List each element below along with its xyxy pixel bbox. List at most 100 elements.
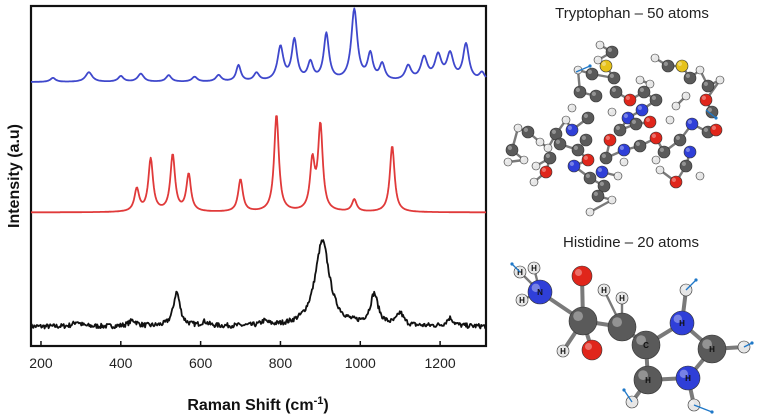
atom-highlight — [551, 129, 557, 134]
atom-highlight — [587, 209, 590, 213]
nitrogen-atom — [683, 145, 697, 159]
nitrogen-atom — [567, 159, 581, 173]
atom-highlight — [515, 125, 518, 128]
carbon-atom — [571, 143, 585, 157]
carbon-atom — [633, 365, 663, 395]
atom-highlight — [689, 400, 695, 405]
hydrogen-atom — [543, 143, 553, 153]
plot-frame — [29, 4, 488, 348]
hydrogen-atom — [595, 40, 605, 50]
carbon-atom — [705, 105, 719, 119]
oxygen-atom — [699, 93, 713, 107]
atom-label: H — [679, 319, 685, 328]
carbon-atom — [701, 79, 715, 93]
sulfur-atom — [675, 59, 689, 73]
vector-arrowhead — [714, 116, 718, 120]
x-tick-label: 1200 — [425, 355, 456, 371]
atom-label: H — [519, 296, 525, 305]
nitrogen-atom — [527, 279, 553, 305]
atom-highlight — [607, 47, 613, 53]
atom-highlight — [657, 167, 660, 171]
hydrogen-atom — [519, 155, 529, 165]
nitrogen-atom — [675, 365, 701, 391]
carbon-atom — [633, 139, 647, 153]
hydrogen-atom — [695, 65, 705, 75]
atom-highlight — [711, 125, 717, 130]
vibration-vector — [511, 263, 521, 273]
carbon-atom — [583, 171, 597, 185]
atom-highlight — [617, 293, 623, 298]
hydrogen-atom — [645, 79, 655, 89]
carbon-atom — [679, 159, 693, 173]
carbon-atom — [607, 71, 621, 85]
carbon-atom — [553, 137, 567, 151]
vibration-vector — [705, 109, 717, 119]
atom-highlight — [663, 61, 669, 66]
atom-highlight — [537, 139, 540, 143]
hydrogen-atom — [613, 171, 623, 181]
atom-highlight — [673, 103, 676, 106]
atom-highlight — [505, 159, 508, 163]
carbon-atom — [591, 189, 605, 203]
vibration-vector — [575, 65, 591, 73]
atom-highlight — [679, 369, 688, 378]
atom-highlight — [703, 127, 709, 132]
atom-highlight — [599, 285, 605, 290]
hydrogen-atom — [635, 75, 645, 85]
hydrogen-atom — [597, 283, 611, 297]
carbon-atom — [661, 59, 675, 73]
oxygen-atom — [539, 165, 553, 179]
atom-label: H — [645, 376, 651, 385]
carbon-atom — [697, 334, 727, 364]
hydrogen-atom — [607, 107, 617, 117]
atom-highlight — [531, 283, 540, 292]
hydrogen-atom — [655, 165, 665, 175]
atom-highlight — [529, 263, 535, 268]
carbon-atom — [673, 133, 687, 147]
atom-label: H — [685, 374, 691, 383]
spectrum-line-3 — [30, 239, 487, 330]
oxygen-atom — [581, 153, 595, 167]
x-tick-label: 800 — [269, 355, 293, 371]
atom-highlight — [593, 191, 599, 196]
hydrogen-atom — [607, 195, 617, 205]
histidine-title: Histidine – 20 atoms — [563, 234, 699, 251]
atom-highlight — [573, 311, 583, 321]
hydrogen-atom — [615, 291, 629, 305]
atom-highlight — [545, 145, 548, 149]
x-axis-title: Raman Shift (cm-1) — [187, 395, 328, 414]
atom-highlight — [651, 133, 657, 138]
atom-highlight — [635, 141, 641, 146]
carbon-atom — [579, 133, 593, 147]
vector-arrowhead — [694, 278, 698, 282]
carbon-atom — [607, 312, 637, 342]
atom-highlight — [636, 335, 646, 345]
carbon-atom — [505, 143, 519, 157]
carbon-atom — [613, 123, 627, 137]
spectrum-line-1 — [30, 7, 487, 83]
atom-highlight — [585, 173, 591, 178]
atom-highlight — [597, 167, 603, 172]
atom-highlight — [575, 67, 578, 70]
atom-highlight — [601, 153, 607, 158]
nitrogen-atom — [669, 310, 695, 336]
carbon-atom — [597, 179, 611, 193]
atom-highlight — [685, 73, 691, 78]
atom-highlight — [585, 343, 592, 350]
hydrogen-atom — [513, 123, 523, 133]
atom-highlight — [523, 127, 529, 132]
atom-highlight — [717, 77, 720, 80]
atom-label: H — [709, 345, 715, 354]
oxygen-atom — [709, 123, 723, 137]
hydrogen-atom — [515, 293, 529, 307]
oxygen-atom — [643, 115, 657, 129]
atom-highlight — [637, 77, 640, 80]
hydrogen-atom — [651, 155, 661, 165]
atom-highlight — [587, 69, 593, 74]
atom-highlight — [697, 173, 700, 177]
vector-arrowhead — [750, 341, 754, 345]
atom-highlight — [677, 61, 683, 66]
atom-label: H — [517, 268, 523, 277]
hydrogen-atom — [650, 53, 660, 63]
vector-arrowhead — [622, 388, 626, 392]
